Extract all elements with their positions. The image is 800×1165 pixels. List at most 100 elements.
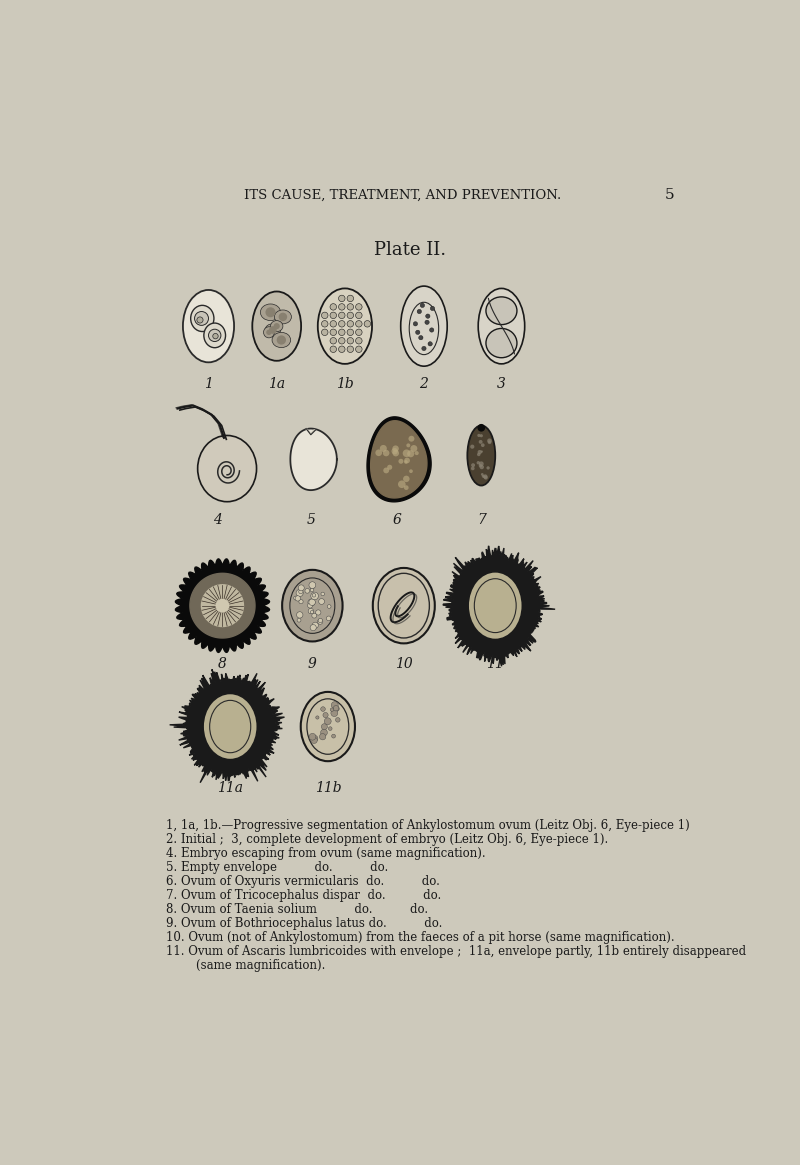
Circle shape	[321, 707, 326, 712]
Circle shape	[322, 320, 328, 327]
Ellipse shape	[486, 329, 517, 358]
Text: 1a: 1a	[268, 377, 286, 391]
Circle shape	[201, 584, 244, 627]
Circle shape	[308, 608, 314, 614]
Circle shape	[393, 450, 399, 457]
Circle shape	[347, 304, 354, 310]
Circle shape	[309, 581, 316, 588]
Ellipse shape	[486, 297, 517, 325]
Circle shape	[422, 346, 426, 351]
Circle shape	[414, 322, 418, 326]
Circle shape	[480, 435, 483, 437]
Circle shape	[347, 329, 354, 336]
Circle shape	[310, 610, 314, 614]
Circle shape	[266, 330, 272, 336]
Text: 1b: 1b	[336, 377, 354, 391]
Circle shape	[209, 330, 221, 341]
Circle shape	[194, 311, 209, 325]
Circle shape	[347, 295, 354, 302]
Polygon shape	[370, 421, 427, 497]
Circle shape	[319, 734, 326, 740]
Circle shape	[426, 315, 430, 318]
Circle shape	[355, 346, 362, 353]
Circle shape	[355, 338, 362, 344]
Circle shape	[338, 338, 345, 344]
Circle shape	[297, 619, 301, 622]
Circle shape	[334, 706, 339, 712]
Text: ITS CAUSE, TREATMENT, AND PREVENTION.: ITS CAUSE, TREATMENT, AND PREVENTION.	[244, 189, 561, 202]
Circle shape	[298, 589, 303, 594]
Ellipse shape	[274, 310, 291, 324]
Ellipse shape	[263, 326, 274, 338]
Circle shape	[471, 467, 474, 471]
Circle shape	[488, 440, 491, 444]
Circle shape	[392, 445, 399, 452]
Circle shape	[398, 459, 403, 464]
Circle shape	[375, 450, 382, 456]
Circle shape	[295, 595, 301, 601]
Text: Plate II.: Plate II.	[374, 241, 446, 259]
Circle shape	[321, 729, 327, 736]
Text: 4. Embryo escaping from ovum (same magnification).: 4. Embryo escaping from ovum (same magni…	[166, 847, 486, 860]
Circle shape	[418, 336, 423, 340]
Circle shape	[213, 333, 218, 339]
Circle shape	[324, 718, 331, 725]
Text: 9. Ovum of Bothriocephalus latus do.          do.: 9. Ovum of Bothriocephalus latus do. do.	[166, 917, 442, 930]
Circle shape	[309, 733, 316, 740]
Circle shape	[312, 622, 318, 628]
Text: 5: 5	[665, 189, 674, 203]
Circle shape	[328, 727, 332, 730]
Circle shape	[425, 320, 430, 324]
Text: 1, 1a, 1b.—Progressive segmentation of Ankylostomum ovum (Leitz Obj. 6, Eye-piec: 1, 1a, 1b.—Progressive segmentation of A…	[166, 819, 690, 832]
Circle shape	[322, 723, 327, 729]
Circle shape	[316, 609, 321, 615]
Circle shape	[404, 460, 408, 464]
Polygon shape	[306, 429, 315, 435]
Circle shape	[338, 329, 345, 336]
Circle shape	[364, 320, 370, 327]
Circle shape	[215, 599, 230, 613]
Circle shape	[310, 586, 314, 589]
Circle shape	[311, 735, 318, 742]
Circle shape	[266, 308, 275, 317]
Text: 3: 3	[497, 377, 506, 391]
Circle shape	[470, 445, 474, 449]
Ellipse shape	[401, 287, 447, 366]
Text: 1: 1	[204, 377, 213, 391]
Ellipse shape	[282, 570, 342, 642]
Text: 8. Ovum of Taenia solium          do.          do.: 8. Ovum of Taenia solium do. do.	[166, 903, 428, 916]
Circle shape	[296, 589, 303, 596]
Circle shape	[409, 469, 413, 473]
Circle shape	[312, 593, 316, 596]
Circle shape	[428, 341, 432, 346]
Circle shape	[383, 450, 390, 457]
Circle shape	[477, 453, 481, 457]
Text: 11. Ovum of Ascaris lumbricoides with envelope ;  11a, envelope partly, 11b enti: 11. Ovum of Ascaris lumbricoides with en…	[166, 945, 746, 958]
Circle shape	[322, 312, 328, 318]
Circle shape	[420, 303, 425, 308]
Circle shape	[305, 588, 310, 593]
Circle shape	[312, 613, 317, 619]
Ellipse shape	[468, 572, 522, 640]
Circle shape	[326, 616, 331, 621]
Circle shape	[483, 474, 487, 479]
Circle shape	[327, 605, 331, 608]
Circle shape	[318, 619, 323, 624]
Circle shape	[321, 592, 325, 595]
Circle shape	[403, 475, 410, 482]
Circle shape	[269, 326, 277, 334]
Text: 4: 4	[214, 514, 222, 528]
Ellipse shape	[265, 324, 281, 337]
Circle shape	[415, 330, 420, 334]
Text: 11a: 11a	[218, 782, 243, 796]
Circle shape	[299, 600, 303, 603]
Circle shape	[347, 320, 354, 327]
Circle shape	[316, 715, 319, 719]
Circle shape	[478, 440, 482, 444]
Circle shape	[380, 445, 387, 452]
Polygon shape	[170, 670, 285, 783]
Circle shape	[355, 304, 362, 310]
Circle shape	[481, 473, 484, 475]
Text: 2. Initial ;  3, complete development of embryo (Leitz Obj. 6, Eye-piece 1).: 2. Initial ; 3, complete development of …	[166, 833, 608, 846]
Circle shape	[477, 461, 480, 465]
